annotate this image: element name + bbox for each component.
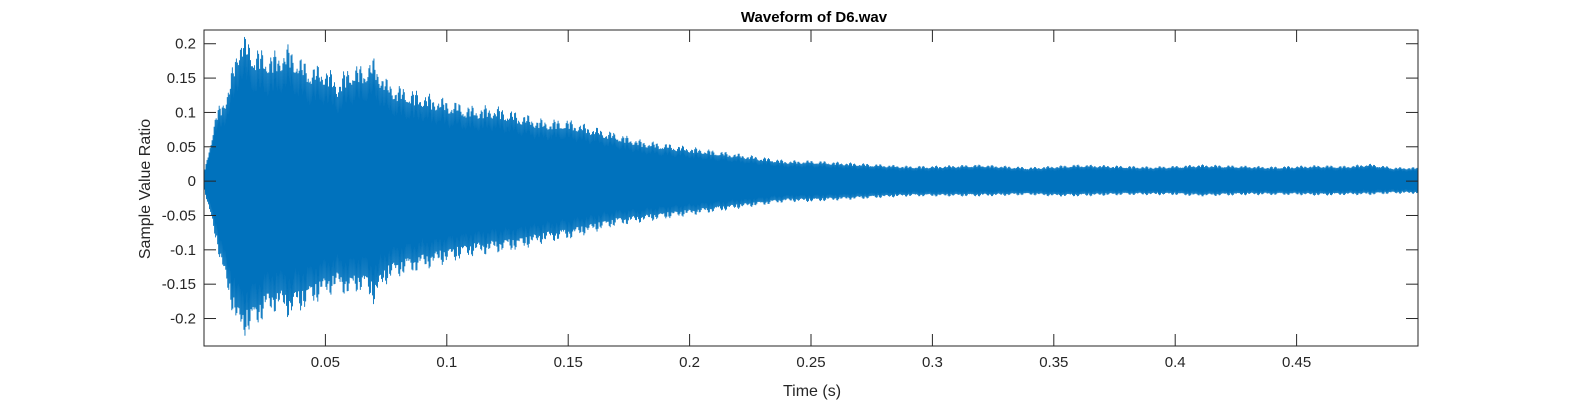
y-tick-label: -0.05 <box>162 207 196 224</box>
x-tick-label: 0.1 <box>436 354 457 371</box>
x-axis-label: Time (s) <box>783 383 841 400</box>
x-tick-label: 0.25 <box>796 354 825 371</box>
y-tick-label: -0.15 <box>162 276 196 293</box>
y-tick-label: 0.15 <box>167 70 196 87</box>
x-tick-label: 0.35 <box>1039 354 1068 371</box>
x-tick-label: 0.2 <box>679 354 700 371</box>
y-tick-label: 0 <box>188 173 196 190</box>
y-tick-label: 0.2 <box>175 36 196 53</box>
chart-title: Waveform of D6.wav <box>741 9 888 26</box>
x-tick-label: 0.3 <box>922 354 943 371</box>
axes-box <box>203 29 1419 347</box>
y-axis-ticks: 0.2 0.15 0.1 0.05 0 -0.05 -0.1 -0.15 -0.2 <box>162 36 1418 328</box>
waveform-line <box>203 36 1419 336</box>
y-axis-label: Sample Value Ratio <box>137 119 154 259</box>
y-tick-label: -0.1 <box>170 242 196 259</box>
x-tick-label: 0.15 <box>554 354 583 371</box>
y-tick-label: 0.1 <box>175 104 196 121</box>
y-tick-label: -0.2 <box>170 311 196 328</box>
x-axis-ticks: 0.05 0.1 0.15 0.2 0.25 0.3 0.35 0.4 0.45 <box>311 30 1311 371</box>
x-tick-label: 0.05 <box>311 354 340 371</box>
x-tick-label: 0.45 <box>1282 354 1311 371</box>
x-tick-label: 0.4 <box>1165 354 1186 371</box>
plot-area <box>203 36 1419 336</box>
y-tick-label: 0.05 <box>167 139 196 156</box>
